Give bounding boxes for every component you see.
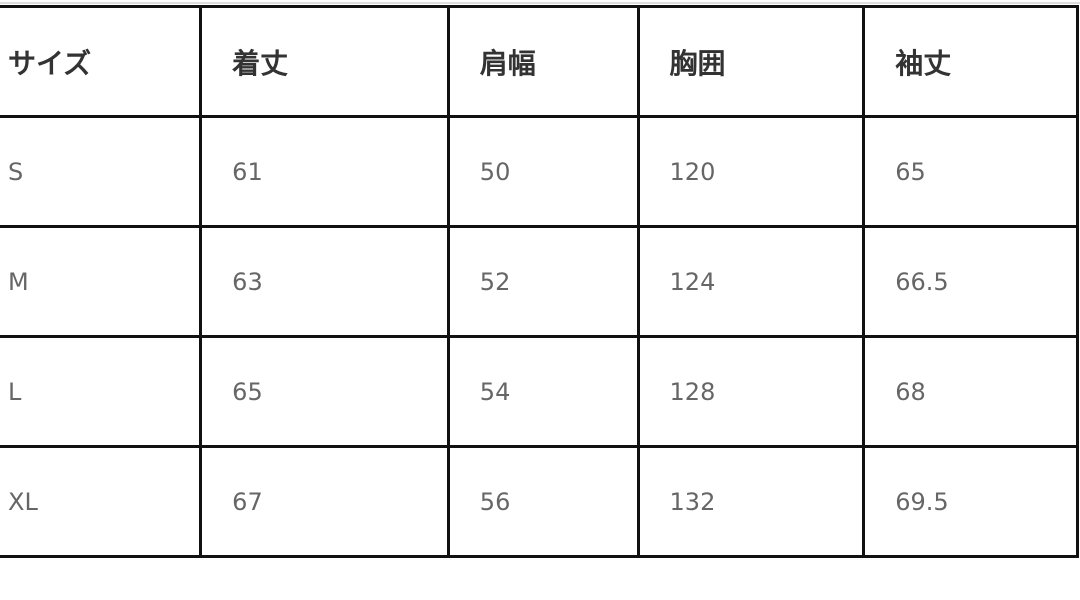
size-table: サイズ 着丈 肩幅 胸囲 袖丈 S 61 50 120 65 M 63 52 1…: [0, 5, 1079, 558]
cell: 54: [446, 335, 640, 448]
header-length: 着丈: [199, 5, 450, 118]
cell: 124: [636, 225, 866, 338]
cell: 65: [862, 115, 1079, 228]
table-row: XL 67 56 132 69.5: [0, 445, 1079, 558]
cell: 132: [636, 445, 866, 558]
cell: 63: [199, 225, 450, 338]
header-sleeve: 袖丈: [862, 5, 1079, 118]
cell: 120: [636, 115, 866, 228]
cell: XL: [0, 445, 203, 558]
cell: 52: [446, 225, 640, 338]
cell: 68: [862, 335, 1079, 448]
header-shoulder: 肩幅: [446, 5, 640, 118]
cell: 67: [199, 445, 450, 558]
header-chest: 胸囲: [636, 5, 866, 118]
table-row: S 61 50 120 65: [0, 115, 1079, 228]
cell: 50: [446, 115, 640, 228]
cell: 128: [636, 335, 866, 448]
cell: 66.5: [862, 225, 1079, 338]
cell: S: [0, 115, 203, 228]
top-divider: [0, 2, 1080, 4]
cell: 65: [199, 335, 450, 448]
header-size: サイズ: [0, 5, 203, 118]
table-row: L 65 54 128 68: [0, 335, 1079, 448]
cell: 61: [199, 115, 450, 228]
cell: 69.5: [862, 445, 1079, 558]
header-row: サイズ 着丈 肩幅 胸囲 袖丈: [0, 5, 1079, 118]
cell: M: [0, 225, 203, 338]
cell: 56: [446, 445, 640, 558]
table-row: M 63 52 124 66.5: [0, 225, 1079, 338]
cell: L: [0, 335, 203, 448]
